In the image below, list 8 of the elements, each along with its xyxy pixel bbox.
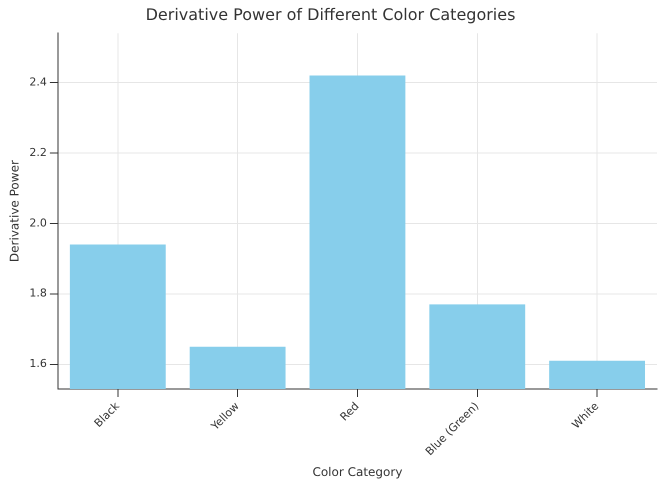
chart-title: Derivative Power of Different Color Categories [146, 4, 516, 24]
y-tick-label: 2.4 [29, 75, 47, 88]
x-axis-title: Color Category [312, 464, 402, 479]
y-tick-label: 1.6 [29, 357, 47, 370]
y-axis-title: Derivative Power [7, 160, 22, 262]
y-tick-label: 1.8 [29, 286, 47, 300]
y-tick-label: 2.0 [29, 216, 47, 230]
y-tick-label: 2.2 [29, 146, 47, 159]
